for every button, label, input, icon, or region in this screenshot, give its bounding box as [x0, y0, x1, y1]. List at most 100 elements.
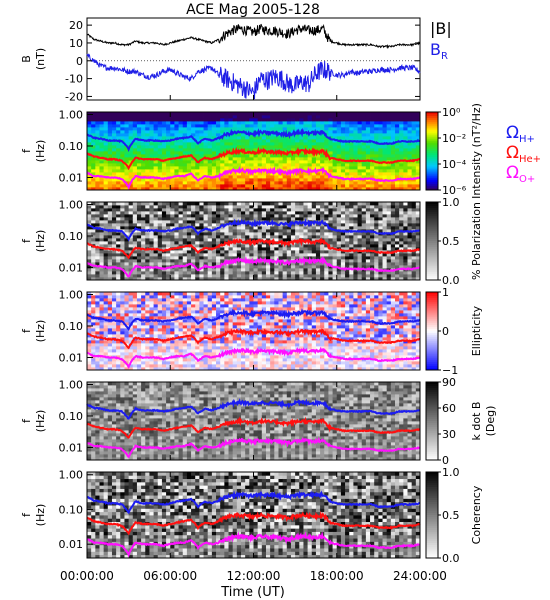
panel-coherency: 1.00 0.10 0.01 f (Hz) 1.0 0.5 0.0 Coherency 00:00…: [20, 466, 483, 583]
gyro-legend-subscript: H+: [519, 134, 535, 145]
gyro-line-h-plus: [86, 398, 421, 420]
y-tick-label: 1.00: [59, 108, 84, 121]
colorbar-label: Ellipticity: [470, 305, 483, 356]
gyro-line-he-plus: [86, 510, 421, 536]
colorbar-tick-label: 0: [442, 454, 449, 467]
colorbar-tick-label: 0.0: [442, 552, 460, 565]
gyro-line-o-plus: [86, 166, 421, 191]
colorbar-power: 10⁰ 10⁻² 10⁻⁴ 10⁻⁶ Intensity (nT²/Hz): [425, 103, 483, 199]
panel-kdotb: 1.00 0.10 0.01 f (Hz) 90 60 30 0 k dot B (Deg): [20, 376, 497, 467]
legend-radial: BR: [430, 40, 448, 62]
f-y-label-line2: (Hz): [34, 140, 47, 163]
legend-magnitude: |B|: [430, 19, 452, 38]
y-tick-label: 0.10: [59, 140, 84, 153]
colorbar-label: Coherency: [470, 485, 483, 544]
f-y-label-line2: (Hz): [34, 320, 47, 343]
series-line-magnitude: [86, 23, 421, 50]
y-tick-label: 0.01: [59, 261, 84, 274]
panel-ellipticity: 1.00 0.10 0.01 f (Hz) 1 0 −1 Ellipticity: [20, 286, 483, 377]
y-tick-label: 0.10: [59, 320, 84, 333]
colorbar-tick-label: 10⁻⁶: [442, 184, 467, 197]
colorbar-label-line2: (Deg): [484, 406, 497, 437]
y-tick-label: 1.00: [59, 198, 84, 211]
gyro-legend-entry: ΩH+: [506, 123, 535, 145]
gyro-line-h-plus: [86, 127, 421, 153]
colorbar-tick-label: 10⁻²: [442, 132, 466, 145]
colorbar-tick-label: 10⁻⁴: [442, 158, 467, 171]
x-tick-label: 06:00:00: [143, 569, 197, 583]
y-tick-label: 10: [69, 37, 83, 50]
gyro-line-he-plus: [86, 237, 421, 260]
f-y-label-line1: f: [20, 512, 33, 517]
colorbar-polarization: 1.0 0.5 0.0 % Polarization: [425, 196, 483, 287]
y-tick-label: 0: [76, 55, 83, 68]
gyro-line-o-plus: [86, 346, 421, 370]
figure-title: ACE Mag 2005-128: [186, 2, 320, 18]
y-tick-label: -20: [65, 90, 83, 103]
field-plot-area: [86, 17, 421, 101]
legend-radial-subscript: R: [441, 51, 448, 62]
y-tick-label: 20: [69, 19, 83, 32]
colorbar-label: % Polarization: [470, 202, 483, 280]
y-tick-label: 0.01: [59, 538, 84, 551]
y-tick-label: -10: [65, 73, 83, 86]
colorbar-tick-label: 60: [442, 402, 456, 415]
panel-polarization: 1.00 0.10 0.01 f (Hz) 1.0 0.5 0.0 % Polarization: [20, 196, 483, 287]
colorbar-coherency: 1.0 0.5 0.0 Coherency: [425, 466, 483, 565]
gyro-line-he-plus: [86, 416, 421, 439]
y-tick-label: 0.10: [59, 503, 84, 516]
f-y-label-line2: (Hz): [34, 230, 47, 253]
x-tick-label: 00:00:00: [60, 569, 114, 583]
colorbar-tick-label: 0.5: [442, 235, 460, 248]
colorbar-tick-label: 1.0: [442, 466, 460, 479]
gyro-line-h-plus: [86, 308, 421, 331]
colorbar-frame: [425, 111, 439, 191]
gyro-legend-entry: ΩO+: [506, 163, 535, 185]
gyro-legend: ΩH+ΩHe+ΩO+: [506, 123, 541, 185]
y-tick-label: 0.01: [59, 351, 84, 364]
colorbar-frame: [425, 381, 439, 461]
gyro-line-he-plus: [86, 146, 421, 171]
y-tick-label: 0.01: [59, 441, 84, 454]
x-tick-label: 24:00:00: [393, 569, 447, 583]
gyro-line-o-plus: [86, 436, 421, 459]
f-y-label-line1: f: [20, 328, 33, 333]
colorbar-tick-label: 90: [442, 376, 456, 389]
gyro-legend-subscript: He+: [519, 154, 541, 165]
f-y-label-line1: f: [20, 148, 33, 153]
series-line-radial: [86, 53, 421, 100]
x-tick-label: 12:00:00: [227, 569, 281, 583]
colorbar-tick-label: 0.0: [442, 274, 460, 287]
colorbar-tick-label: 10⁰: [442, 106, 461, 119]
f-y-label-line1: f: [20, 418, 33, 423]
spectrogram-image: [87, 202, 420, 280]
spectrogram-image: [87, 292, 420, 370]
colorbar-tick-label: 30: [442, 428, 456, 441]
colorbar-label-line1: k dot B: [470, 402, 483, 441]
colorbar-tick-label: −1: [442, 364, 458, 377]
field-y-label-line2: (nT): [34, 48, 47, 70]
gyro-line-he-plus: [86, 327, 421, 350]
gyro-line-o-plus: [86, 531, 421, 558]
colorbar-label: Intensity (nT²/Hz): [470, 103, 483, 199]
f-y-label-line1: f: [20, 238, 33, 243]
gyro-legend-entry: ΩHe+: [506, 143, 541, 165]
gyro-line-o-plus: [86, 255, 421, 278]
gyro-line-h-plus: [86, 218, 421, 242]
colorbar-tick-label: 1: [442, 286, 449, 299]
field-panel: 20 10 0 -10 -20 B (nT) |B| BR: [20, 17, 452, 103]
y-tick-label: 1.00: [59, 378, 84, 391]
f-y-label-line2: (Hz): [34, 504, 47, 527]
colorbar-tick-label: 0.5: [442, 509, 460, 522]
y-tick-label: 0.10: [59, 410, 84, 423]
colorbar-tick-label: 0: [442, 325, 449, 338]
y-tick-label: 0.10: [59, 230, 84, 243]
y-tick-label: 1.00: [59, 469, 84, 482]
field-y-label-line1: B: [20, 55, 33, 63]
colorbar-tick-label: 1.0: [442, 196, 460, 209]
gyro-legend-subscript: O+: [519, 174, 535, 185]
panel-power: 1.00 0.10 0.01 f (Hz) 10⁰ 10⁻² 10⁻⁴ 10⁻⁶ Intensit…: [20, 103, 483, 199]
gyro-line-h-plus: [86, 490, 421, 515]
